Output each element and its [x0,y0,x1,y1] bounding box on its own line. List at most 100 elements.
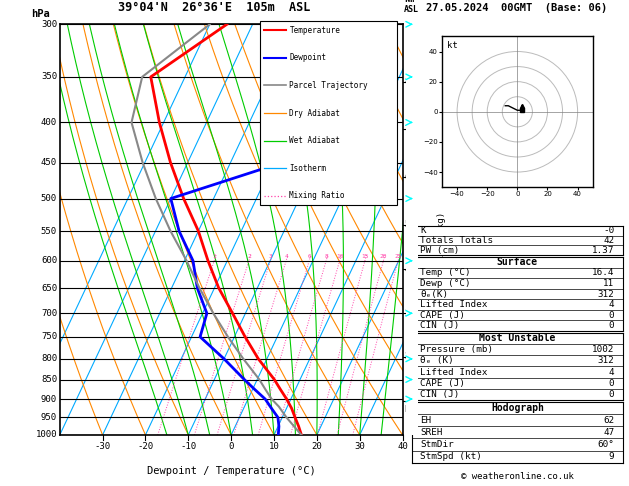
Text: 4: 4 [404,265,410,274]
Text: 0: 0 [228,442,234,451]
Text: 3: 3 [404,309,410,318]
FancyBboxPatch shape [260,21,398,205]
Text: 0: 0 [609,390,615,399]
Text: 500: 500 [41,194,57,203]
Text: 8: 8 [404,77,410,86]
Text: 5: 5 [404,220,410,229]
Text: Isotherm: Isotherm [289,163,326,173]
Text: EH: EH [420,416,431,425]
Text: Isotherm: Isotherm [289,163,326,173]
Text: 0: 0 [609,379,615,388]
Text: 7: 7 [404,125,410,134]
Text: 25: 25 [394,255,402,260]
Text: 1: 1 [404,397,410,405]
Text: 10: 10 [336,255,343,260]
Text: 600: 600 [41,256,57,265]
Text: 3: 3 [269,255,272,260]
Text: 350: 350 [41,72,57,81]
Text: 62: 62 [603,416,615,425]
Text: -10: -10 [181,442,196,451]
Text: 450: 450 [41,158,57,167]
Text: Dewp (°C): Dewp (°C) [420,279,471,288]
Text: Dry Adiabat: Dry Adiabat [289,108,340,118]
Text: Dewpoint: Dewpoint [289,53,326,63]
Text: 4: 4 [284,255,288,260]
Text: 1000: 1000 [35,431,57,439]
Text: 11: 11 [603,279,615,288]
Text: CIN (J): CIN (J) [420,390,460,399]
Text: 850: 850 [41,375,57,384]
Text: Surface: Surface [497,258,538,267]
Text: 0: 0 [609,311,615,320]
Text: 47: 47 [603,428,615,437]
Text: 312: 312 [598,356,615,365]
Text: Temp (°C): Temp (°C) [420,268,471,278]
Text: -30: -30 [94,442,111,451]
Text: 4: 4 [609,300,615,309]
Text: 9: 9 [609,452,615,461]
Text: 1.37: 1.37 [592,246,615,255]
Text: 40: 40 [397,442,408,451]
Text: Totals Totals: Totals Totals [420,236,494,245]
Text: Dry Adiabat: Dry Adiabat [289,108,340,118]
Text: 950: 950 [41,413,57,422]
Text: 0: 0 [609,321,615,330]
Text: 15: 15 [361,255,369,260]
Text: Mixing Ratio (g/kg): Mixing Ratio (g/kg) [438,211,447,313]
Text: K: K [420,226,426,235]
Text: 2: 2 [404,352,410,361]
Text: 1: 1 [213,255,216,260]
Text: 300: 300 [41,20,57,29]
Text: 2: 2 [247,255,251,260]
Text: CAPE (J): CAPE (J) [420,311,465,320]
Text: 900: 900 [41,395,57,403]
Text: 700: 700 [41,309,57,318]
Text: StmDir: StmDir [420,440,454,449]
Text: Dewpoint / Temperature (°C): Dewpoint / Temperature (°C) [147,466,316,476]
Text: CAPE (J): CAPE (J) [420,379,465,388]
Text: -20: -20 [137,442,153,451]
Text: -0: -0 [603,226,615,235]
Text: 650: 650 [41,283,57,293]
Text: 16.4: 16.4 [592,268,615,278]
Text: © weatheronline.co.uk: © weatheronline.co.uk [460,472,574,481]
Text: SREH: SREH [420,428,443,437]
Text: Parcel Trajectory: Parcel Trajectory [289,81,368,90]
Text: PW (cm): PW (cm) [420,246,460,255]
Text: Mixing Ratio: Mixing Ratio [289,191,345,200]
Text: Temperature: Temperature [289,26,340,35]
Text: km
ASL: km ASL [404,0,420,14]
Text: 6: 6 [404,173,410,182]
Text: 312: 312 [598,290,615,298]
Text: Most Unstable: Most Unstable [479,333,555,344]
Text: Wet Adiabat: Wet Adiabat [289,136,340,145]
Text: Wet Adiabat: Wet Adiabat [289,136,340,145]
Text: 20: 20 [380,255,387,260]
Text: 60°: 60° [598,440,615,449]
Text: Mixing Ratio: Mixing Ratio [289,191,345,200]
Text: 20: 20 [311,442,322,451]
Text: Hodograph: Hodograph [491,403,544,413]
Text: 8: 8 [325,255,328,260]
Text: 30: 30 [354,442,365,451]
Text: 27.05.2024  00GMT  (Base: 06): 27.05.2024 00GMT (Base: 06) [426,3,608,13]
Text: 4: 4 [609,367,615,377]
Text: 6: 6 [308,255,311,260]
Text: 800: 800 [41,354,57,364]
Text: Lifted Index: Lifted Index [420,300,488,309]
Text: Parcel Trajectory: Parcel Trajectory [289,81,368,90]
Text: StmSpd (kt): StmSpd (kt) [420,452,482,461]
Text: kt: kt [447,41,457,50]
Text: θₑ(K): θₑ(K) [420,290,448,298]
Text: θₑ (K): θₑ (K) [420,356,454,365]
Text: Pressure (mb): Pressure (mb) [420,345,494,354]
Text: 42: 42 [603,236,615,245]
Text: Dewpoint: Dewpoint [289,53,326,63]
Text: 550: 550 [41,226,57,236]
Text: Temperature: Temperature [289,26,340,35]
Text: 39°04'N  26°36'E  105m  ASL: 39°04'N 26°36'E 105m ASL [118,1,310,14]
Text: hPa: hPa [31,9,50,19]
Text: 10: 10 [269,442,279,451]
Text: 750: 750 [41,332,57,341]
Text: LCL: LCL [404,405,418,414]
